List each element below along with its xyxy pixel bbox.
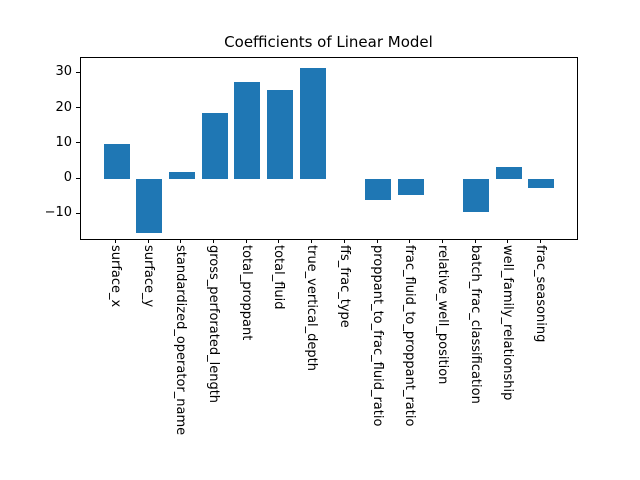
x-tick-mark bbox=[376, 239, 378, 243]
x-tick-label-relative_well_position: relative_well_position bbox=[434, 245, 450, 385]
bar-gross_perforated_length bbox=[201, 113, 228, 180]
y-tick-mark bbox=[76, 212, 80, 214]
x-tick-mark bbox=[539, 239, 541, 243]
y-tick-mark bbox=[76, 107, 80, 109]
x-tick-label-frac_fluid_to_proppant_ratio: frac_fluid_to_proppant_ratio bbox=[402, 245, 418, 427]
x-tick-mark bbox=[180, 239, 182, 243]
y-tick-label-0: 0 bbox=[63, 170, 72, 186]
chart-title: Coefficients of Linear Model bbox=[224, 33, 433, 51]
x-tick-mark bbox=[474, 239, 476, 243]
bar-proppant_to_frac_fluid_ratio bbox=[364, 179, 392, 200]
x-tick-label-gross_perforated_length: gross_perforated_length bbox=[206, 245, 222, 404]
x-tick-label-frac_seasoning: frac_seasoning bbox=[532, 245, 548, 343]
y-tick-label--10: −10 bbox=[44, 205, 72, 221]
x-tick-mark bbox=[343, 239, 345, 243]
x-tick-label-proppant_to_frac_fluid_ratio: proppant_to_frac_fluid_ratio bbox=[369, 245, 385, 427]
bar-total_proppant bbox=[234, 82, 261, 180]
x-tick-mark bbox=[213, 239, 215, 243]
bar-batch_frac_classification bbox=[462, 179, 490, 213]
y-tick-label-30: 30 bbox=[55, 64, 72, 80]
y-tick-label-20: 20 bbox=[55, 99, 72, 115]
bar-total_fluid bbox=[266, 90, 294, 180]
x-tick-label-standardized_operator_name: standardized_operator_name bbox=[173, 245, 189, 436]
x-tick-mark bbox=[115, 239, 117, 243]
x-tick-mark bbox=[311, 239, 313, 243]
x-tick-mark bbox=[278, 239, 280, 243]
x-tick-mark bbox=[245, 239, 247, 243]
x-tick-mark bbox=[409, 239, 411, 243]
y-tick-mark bbox=[76, 71, 80, 73]
y-tick-mark bbox=[76, 177, 80, 179]
x-tick-mark bbox=[441, 239, 443, 243]
bar-well_family_relationship bbox=[495, 167, 522, 180]
x-tick-label-true_vertical_depth: true_vertical_depth bbox=[304, 245, 320, 371]
x-tick-label-total_fluid: total_fluid bbox=[271, 245, 287, 310]
bar-surface_x bbox=[103, 144, 130, 180]
y-tick-label-10: 10 bbox=[55, 134, 72, 150]
bar-standardized_operator_name bbox=[168, 171, 196, 180]
plot-area bbox=[80, 57, 578, 240]
y-tick-mark bbox=[76, 142, 80, 144]
x-tick-label-ffs_frac_type: ffs_frac_type bbox=[336, 245, 352, 328]
x-tick-label-batch_frac_classification: batch_frac_classification bbox=[467, 245, 483, 404]
bar-frac_seasoning bbox=[528, 179, 555, 189]
x-tick-mark bbox=[147, 239, 149, 243]
x-tick-label-surface_y: surface_y bbox=[140, 245, 156, 308]
x-tick-label-surface_x: surface_x bbox=[108, 245, 124, 308]
bar-true_vertical_depth bbox=[299, 67, 326, 180]
bar-frac_fluid_to_proppant_ratio bbox=[397, 179, 424, 196]
x-tick-label-well_family_relationship: well_family_relationship bbox=[500, 245, 516, 401]
bar-surface_y bbox=[136, 179, 163, 234]
x-tick-label-total_proppant: total_proppant bbox=[238, 245, 254, 341]
x-tick-mark bbox=[507, 239, 509, 243]
